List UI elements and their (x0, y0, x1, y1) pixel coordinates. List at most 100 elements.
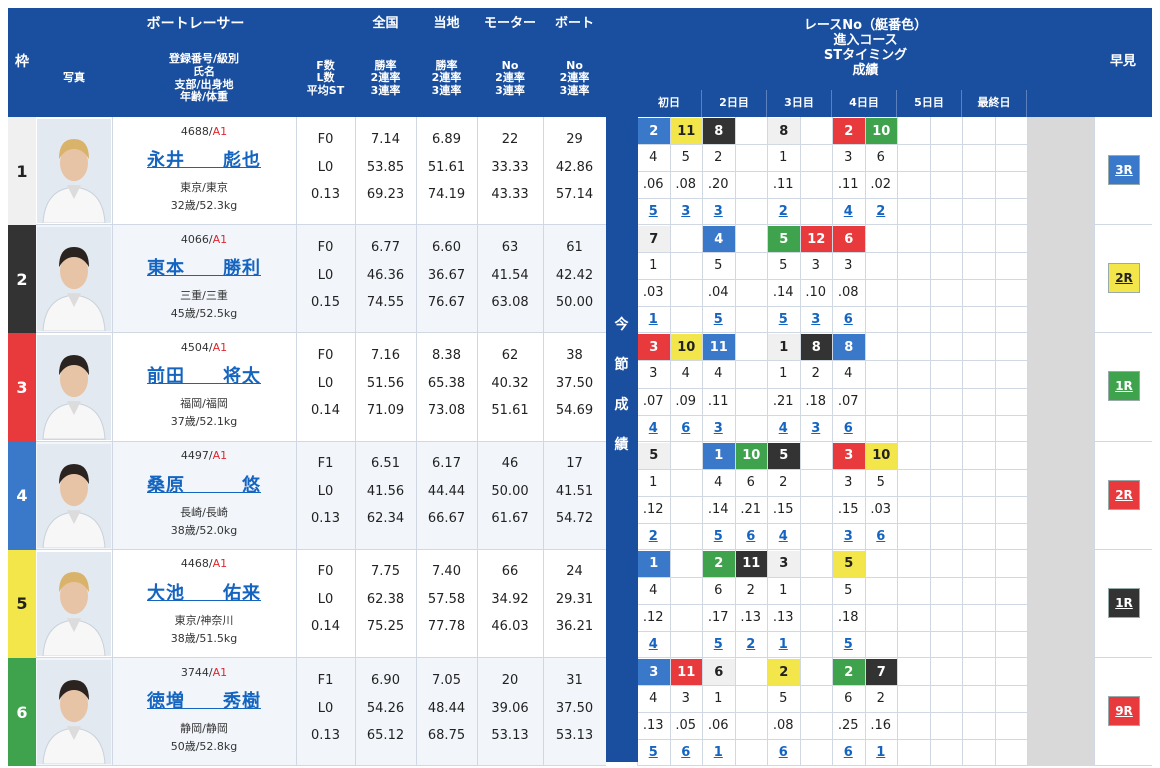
early-race-link[interactable]: 1R (1108, 371, 1140, 402)
registration-line: 4504 / A1 (112, 337, 296, 357)
result-rank[interactable]: 6 (843, 745, 853, 761)
result-rank[interactable]: 3 (681, 204, 691, 220)
result-rank[interactable]: 4 (843, 204, 853, 220)
motor-stat-2: 39.06 (491, 700, 529, 716)
result-link[interactable]: 6 (670, 739, 703, 766)
result-rank[interactable]: 4 (778, 420, 788, 436)
result-rank[interactable]: 3 (713, 204, 723, 220)
result-link[interactable]: 6 (832, 415, 865, 442)
motor-stat-2: 40.32 (491, 375, 529, 391)
racer-name-link[interactable]: 徳増 秀樹 (147, 691, 261, 712)
early-race-link[interactable]: 3R (1108, 155, 1140, 185)
early-race-link[interactable]: 9R (1108, 696, 1140, 726)
result-rank[interactable]: 5 (648, 204, 658, 220)
result-link[interactable]: 5 (702, 523, 735, 550)
result-link[interactable]: 6 (832, 306, 865, 333)
result-link[interactable]: 5 (637, 739, 670, 766)
result-rank[interactable]: 5 (713, 636, 723, 652)
st-timing: .15 (772, 501, 794, 517)
result-rank[interactable]: 6 (681, 420, 691, 436)
result-rank[interactable]: 6 (843, 420, 853, 436)
racer-name-link[interactable]: 永井 彪也 (147, 150, 261, 171)
result-rank[interactable]: 4 (648, 420, 658, 436)
boat-stat-3: 36.21 (555, 619, 594, 635)
result-link[interactable]: 2 (735, 631, 768, 658)
result-link[interactable]: 4 (832, 198, 865, 225)
national-stat-1: 6.90 (371, 672, 400, 688)
result-link[interactable]: 5 (637, 198, 670, 225)
result-link[interactable]: 6 (832, 739, 865, 766)
result-link[interactable]: 5 (767, 306, 800, 333)
racer-name-link[interactable]: 東本 勝利 (147, 258, 261, 280)
result-rank[interactable]: 6 (778, 745, 788, 761)
result-link[interactable]: 4 (767, 415, 800, 442)
result-link[interactable]: 2 (767, 198, 800, 225)
grid-col-line (799, 441, 801, 550)
result-link[interactable]: 4 (637, 631, 670, 658)
result-link[interactable]: 2 (865, 198, 898, 225)
early-race-link[interactable]: 2R (1108, 479, 1140, 510)
result-link[interactable]: 3 (702, 198, 735, 225)
racer-name-link[interactable]: 桑原 悠 (147, 474, 261, 496)
result-rank[interactable]: 6 (843, 312, 853, 328)
result-rank[interactable]: 5 (778, 312, 788, 328)
result-rank[interactable]: 1 (713, 745, 723, 761)
result-rank[interactable]: 3 (811, 420, 821, 436)
st-timing: .02 (870, 177, 892, 193)
racer-name-link[interactable]: 大池 佑来 (147, 582, 261, 604)
result-rank[interactable]: 5 (843, 636, 853, 652)
result-link[interactable]: 5 (702, 306, 735, 333)
result-rank[interactable]: 3 (713, 420, 723, 436)
result-link[interactable]: 1 (702, 739, 735, 766)
result-link[interactable]: 5 (832, 631, 865, 658)
result-rank[interactable]: 6 (681, 745, 691, 761)
result-link[interactable]: 1 (767, 631, 800, 658)
result-link[interactable]: 3 (702, 415, 735, 442)
flying-count: F0 (317, 131, 334, 147)
result-link[interactable]: 2 (637, 523, 670, 550)
grid-col-line (1027, 333, 1028, 442)
result-rank[interactable]: 3 (843, 528, 853, 544)
racer-name-link[interactable]: 前田 将太 (147, 366, 261, 388)
result-rank[interactable]: 4 (648, 636, 658, 652)
result-link[interactable]: 4 (637, 415, 670, 442)
result-link[interactable]: 3 (832, 523, 865, 550)
registration-line: 4468 / A1 (112, 554, 296, 574)
result-rank[interactable]: 1 (778, 636, 788, 652)
result-link[interactable]: 1 (637, 306, 670, 333)
result-link[interactable]: 4 (767, 523, 800, 550)
result-link[interactable]: 5 (702, 631, 735, 658)
result-link[interactable]: 6 (865, 523, 898, 550)
early-race-link[interactable]: 1R (1108, 587, 1140, 618)
national-stat-2: 41.56 (366, 484, 405, 500)
result-link[interactable]: 6 (767, 739, 800, 766)
result-link[interactable]: 6 (735, 523, 768, 550)
result-rank[interactable]: 6 (746, 528, 756, 544)
result-link[interactable]: 6 (670, 415, 703, 442)
result-link[interactable]: 1 (865, 739, 898, 766)
racer-photo (37, 551, 111, 656)
result-rank[interactable]: 5 (648, 745, 658, 761)
motor-stat-1: 63 (501, 239, 519, 255)
local-stat-3: 73.08 (427, 402, 466, 418)
result-rank[interactable]: 5 (713, 312, 723, 328)
column-divider (543, 117, 544, 226)
result-rank[interactable]: 2 (746, 636, 756, 652)
result-rank[interactable]: 2 (648, 528, 658, 544)
result-rank[interactable]: 3 (811, 312, 821, 328)
grid-col-line (702, 117, 703, 226)
result-link[interactable]: 3 (800, 306, 833, 333)
future-slot-shade (1028, 117, 1094, 226)
result-rank[interactable]: 1 (876, 745, 886, 761)
result-link[interactable]: 3 (800, 415, 833, 442)
result-rank[interactable]: 1 (648, 312, 658, 328)
early-race-link[interactable]: 2R (1108, 263, 1140, 294)
result-rank[interactable]: 2 (876, 204, 886, 220)
result-rank[interactable]: 5 (713, 528, 723, 544)
result-rank[interactable]: 6 (876, 528, 886, 544)
grid-col-line (1027, 549, 1028, 658)
result-rank[interactable]: 2 (778, 204, 788, 220)
average-st: 0.15 (311, 294, 340, 310)
result-link[interactable]: 3 (670, 198, 703, 225)
result-rank[interactable]: 4 (778, 528, 788, 544)
